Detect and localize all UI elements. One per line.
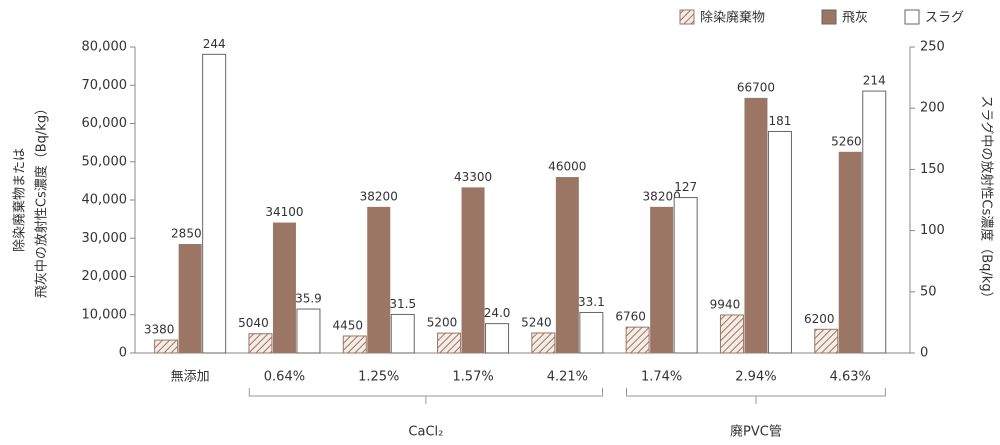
bar [744, 97, 768, 353]
data-label: 5240 [521, 315, 552, 329]
bar [625, 326, 650, 354]
bar [485, 323, 510, 354]
y-tick-label: 50,000 [82, 154, 128, 169]
y2-tick-label: 200 [920, 101, 945, 116]
y2-tick-label: 150 [920, 162, 945, 177]
bar [390, 313, 415, 354]
bar [814, 328, 839, 354]
data-label: 214 [863, 74, 886, 88]
data-label: 24.0 [484, 306, 511, 320]
group-label: 廃PVC管 [730, 424, 782, 440]
group-bracket [248, 388, 603, 404]
bar [437, 332, 462, 354]
bar [650, 206, 674, 353]
y2-axis-title: スラグ中の放射性Cs濃度（Bq/kg） [979, 95, 995, 304]
data-label: 46000 [548, 160, 586, 174]
bar [272, 222, 296, 353]
data-label: 127 [674, 180, 697, 194]
data-label: 34100 [265, 205, 303, 219]
y2-tick-label: 250 [920, 40, 945, 55]
data-label: 6200 [804, 312, 835, 326]
y-tick-label: 10,000 [82, 307, 128, 322]
bar [555, 177, 579, 353]
x-tick-label: 0.64% [264, 370, 305, 385]
x-tick-label: 1.57% [452, 370, 493, 385]
bar [154, 339, 179, 354]
legend-swatch [821, 9, 837, 25]
y2-tick-label: 50 [920, 284, 937, 299]
bar [367, 206, 391, 353]
x-tick-label: 無添加 [171, 370, 210, 385]
data-label: 6760 [615, 310, 646, 324]
bar [296, 308, 321, 354]
bar [579, 311, 604, 354]
y-tick-label: 80,000 [82, 40, 128, 55]
data-label: 9940 [710, 297, 741, 311]
data-label: 38200 [360, 189, 398, 203]
data-label: 4450 [332, 318, 363, 332]
y-tick-label: 0 [119, 346, 127, 361]
y2-tick-label: 100 [920, 223, 945, 238]
legend-label: スラグ [925, 11, 964, 26]
bar [461, 187, 485, 353]
data-label: 35.9 [295, 292, 322, 306]
data-label: 28500 [171, 226, 209, 240]
x-tick-label: 4.63% [830, 370, 871, 385]
data-label: 33.1 [578, 295, 605, 309]
x-tick-label: 1.25% [358, 370, 399, 385]
y-axis-title: 除染廃棄物または [12, 148, 28, 252]
y2-tick-label: 0 [920, 346, 928, 361]
data-label: 38200 [643, 189, 681, 203]
y-tick-label: 70,000 [82, 78, 128, 93]
bar [767, 130, 792, 354]
bar [673, 197, 698, 354]
legend-label: 除染廃棄物 [700, 10, 765, 26]
bar [178, 243, 202, 353]
data-label: 244 [203, 37, 226, 51]
y-tick-label: 60,000 [82, 116, 128, 131]
legend-swatch [904, 9, 920, 25]
y-tick-label: 40,000 [82, 193, 128, 208]
legend-label: 飛灰 [842, 11, 868, 26]
data-label: 5200 [427, 316, 458, 330]
data-label: 3380 [144, 323, 175, 337]
bar [202, 53, 227, 354]
group-label: CaCl₂ [408, 425, 443, 440]
data-label: 66700 [737, 80, 775, 94]
x-tick-label: 1.74% [641, 370, 682, 385]
bar [862, 90, 887, 354]
x-tick-label: 4.21% [547, 370, 588, 385]
legend-swatch [679, 9, 695, 25]
data-label: 5040 [238, 316, 269, 330]
data-label: 43300 [454, 170, 492, 184]
bar [531, 332, 556, 354]
data-label: 181 [768, 114, 791, 128]
group-bracket [626, 388, 886, 404]
bar [248, 333, 273, 354]
y-tick-label: 20,000 [82, 269, 128, 284]
data-label: 52600 [831, 134, 869, 148]
y-tick-label: 30,000 [82, 231, 128, 246]
bar [342, 335, 367, 354]
bar [838, 151, 862, 353]
bar [719, 314, 744, 354]
data-label: 31.5 [389, 297, 416, 311]
y-axis-title: 飛灰中の放射性Cs濃度（Bq/kg） [34, 102, 50, 298]
x-tick-label: 2.94% [735, 370, 776, 385]
